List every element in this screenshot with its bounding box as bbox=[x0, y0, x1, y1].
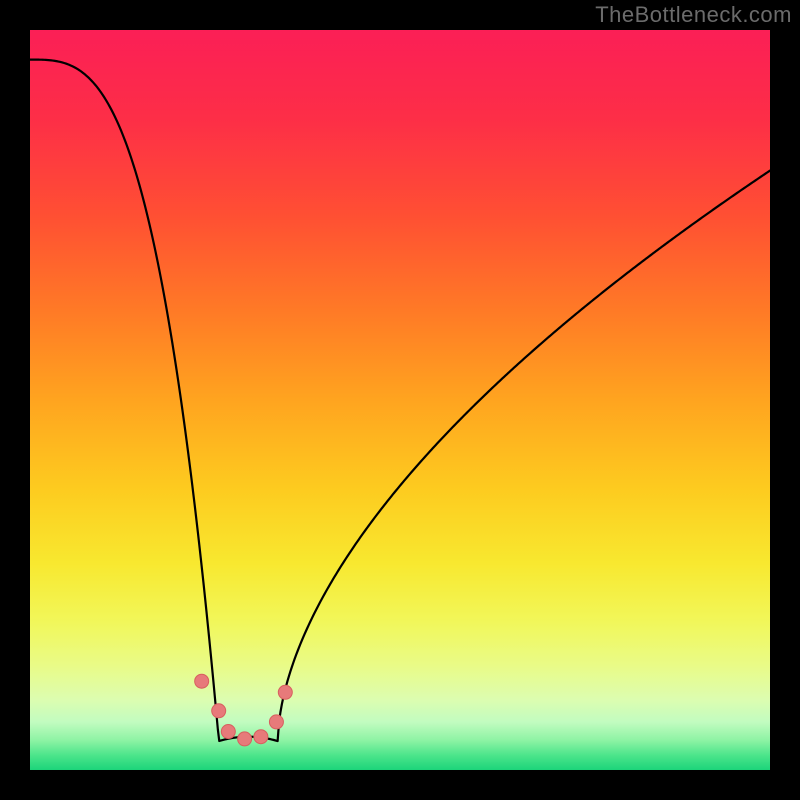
chart-stage: TheBottleneck.com bbox=[0, 0, 800, 800]
plot-area bbox=[30, 30, 770, 770]
bottleneck-chart-svg bbox=[0, 0, 800, 800]
data-marker bbox=[254, 730, 268, 744]
data-marker bbox=[212, 704, 226, 718]
data-marker bbox=[278, 685, 292, 699]
data-marker bbox=[195, 674, 209, 688]
data-marker bbox=[221, 725, 235, 739]
data-marker bbox=[238, 732, 252, 746]
data-marker bbox=[269, 715, 283, 729]
